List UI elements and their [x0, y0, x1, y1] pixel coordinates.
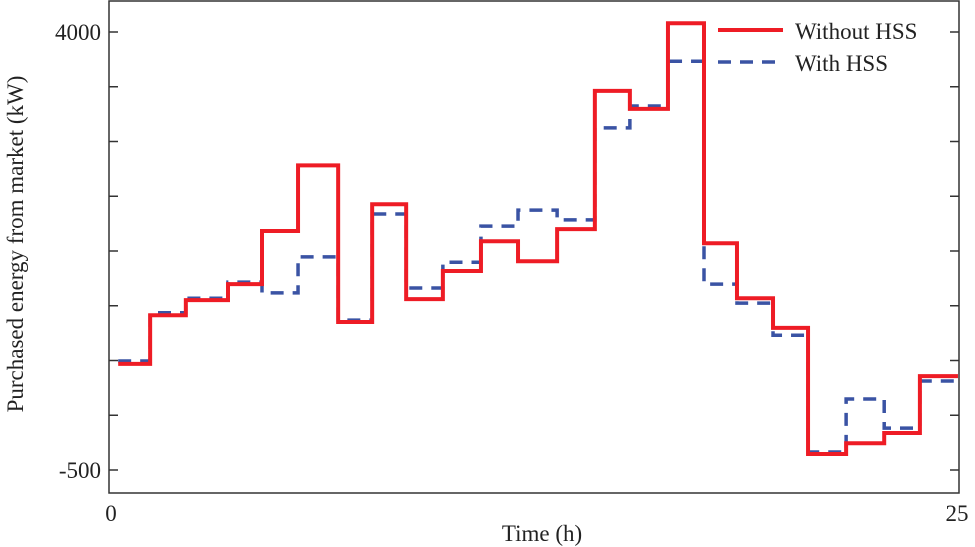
legend: Without HSS With HSS: [718, 19, 917, 76]
y-tick-label--500: -500: [59, 458, 101, 483]
series-group: [118, 21, 958, 456]
series-line-with-hss: [118, 59, 958, 454]
legend-label-without-hss: Without HSS: [795, 19, 917, 44]
x-tick-label-0: 0: [105, 501, 117, 526]
y-ticks: [109, 31, 959, 471]
series-line-without-hss: [118, 21, 958, 456]
y-axis-label: Purchased energy from market (kW): [3, 76, 28, 413]
x-axis-label: Time (h): [502, 521, 582, 546]
y-tick-label-4000: 4000: [55, 20, 101, 45]
plot-area-frame: [108, 0, 960, 494]
x-tick-label-25: 25: [946, 501, 969, 526]
legend-label-with-hss: With HSS: [795, 51, 888, 76]
